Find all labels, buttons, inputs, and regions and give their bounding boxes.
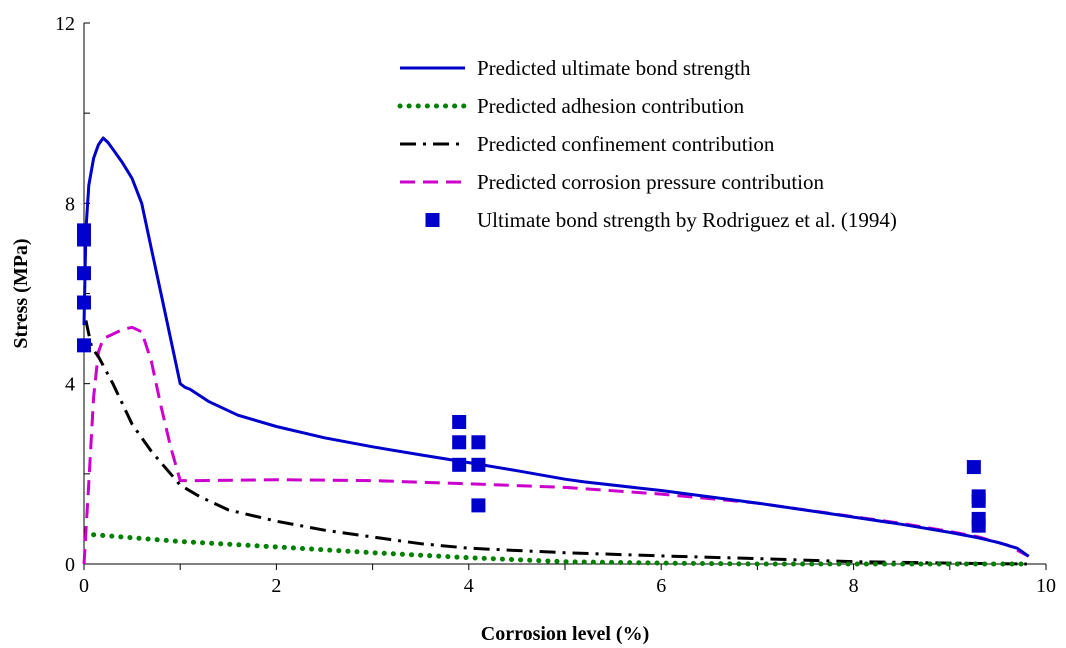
x-tick-label: 0 [79, 575, 89, 597]
legend-label: Ultimate bond strength by Rodriguez et a… [477, 208, 897, 232]
data-point-marker [452, 414, 467, 429]
x-tick-label: 10 [1036, 575, 1056, 597]
legend-swatch [425, 213, 440, 227]
x-tick-label: 6 [656, 575, 666, 597]
legend-label: Predicted adhesion contribution [477, 94, 745, 118]
x-tick-label: 8 [849, 575, 859, 597]
legend-label: Predicted corrosion pressure contributio… [477, 170, 824, 194]
y-tick-label: 12 [55, 13, 75, 35]
series-line [82, 325, 1030, 565]
data-point-marker [471, 457, 486, 472]
data-point-marker [471, 435, 486, 450]
y-axis-title: Stress (MPa) [10, 238, 32, 348]
data-point-marker [971, 518, 986, 533]
series-group [77, 136, 1030, 567]
data-point-marker [77, 338, 91, 353]
legend-label: Predicted ultimate bond strength [477, 56, 751, 80]
series-line [82, 136, 1030, 558]
legend: Predicted ultimate bond strength Predicte… [397, 56, 897, 232]
series-line [91, 532, 1030, 567]
x-axis-title: Corrosion level (%) [481, 623, 650, 645]
y-tick-label: 4 [65, 374, 75, 396]
y-tick-label: 0 [65, 554, 75, 576]
legend-label: Predicted confinement contribution [477, 132, 775, 156]
data-point-marker [452, 435, 467, 450]
y-tick-label: 8 [65, 193, 75, 215]
data-point-marker [452, 457, 467, 472]
data-point-marker [77, 266, 91, 281]
data-point-marker [77, 232, 91, 247]
data-point-marker [471, 498, 486, 513]
series-line [84, 320, 1027, 566]
data-point-marker [77, 295, 91, 310]
x-tick-label: 4 [464, 575, 474, 597]
x-tick-label: 2 [271, 575, 281, 597]
data-point-marker [971, 493, 986, 508]
ticks-group: 0 4 8 12 0 2 4 6 8 10 [55, 13, 1056, 597]
data-point-marker [966, 460, 981, 475]
